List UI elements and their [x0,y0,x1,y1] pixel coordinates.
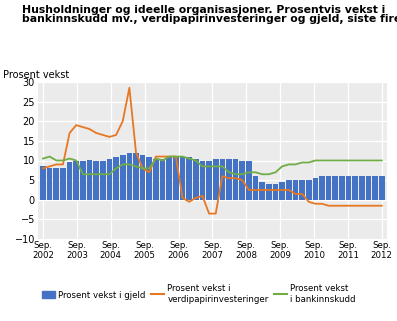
Bar [259,182,265,200]
Bar [312,178,318,200]
Bar [353,176,358,200]
Bar [160,159,166,200]
Text: Husholdninger og ideelle organisasjoner. Prosentvis vekst i: Husholdninger og ideelle organisasjoner.… [22,5,385,15]
Bar [60,168,66,200]
Bar [246,160,252,200]
Bar [286,180,292,200]
Bar [379,176,385,200]
Bar [306,180,312,200]
Bar [319,176,325,200]
Bar [120,155,125,200]
Bar [166,157,172,200]
Bar [332,176,338,200]
Bar [213,159,218,200]
Bar [40,166,46,200]
Bar [127,152,132,200]
Bar [226,159,232,200]
Bar [173,157,179,200]
Bar [54,168,59,200]
Bar [146,157,152,200]
Bar [359,176,365,200]
Bar [186,157,192,200]
Bar [133,152,139,200]
Bar [326,176,331,200]
Legend: Prosent vekst i gjeld, Prosent vekst i
verdipapirinvesteringer, Prosent vekst
i : Prosent vekst i gjeld, Prosent vekst i v… [42,284,356,304]
Bar [93,160,99,200]
Bar [67,162,72,200]
Bar [273,184,278,200]
Bar [339,176,345,200]
Bar [107,159,112,200]
Bar [193,159,198,200]
Bar [239,160,245,200]
Bar [299,180,305,200]
Bar [47,168,52,200]
Bar [233,159,239,200]
Bar [346,176,351,200]
Bar [293,180,298,200]
Bar [366,176,371,200]
Bar [113,157,119,200]
Bar [80,160,86,200]
Bar [180,157,185,200]
Bar [153,159,159,200]
Text: Prosent vekst: Prosent vekst [3,70,69,80]
Bar [73,161,79,200]
Bar [100,160,106,200]
Bar [372,176,378,200]
Bar [140,155,145,200]
Bar [253,176,258,200]
Bar [200,160,205,200]
Bar [266,184,272,200]
Bar [279,182,285,200]
Bar [87,160,93,200]
Bar [206,160,212,200]
Text: bankinnskudd mv., verdipapirinvesteringer og gjeld, siste fire kvartaler: bankinnskudd mv., verdipapirinvesteringe… [22,14,397,24]
Bar [220,159,225,200]
